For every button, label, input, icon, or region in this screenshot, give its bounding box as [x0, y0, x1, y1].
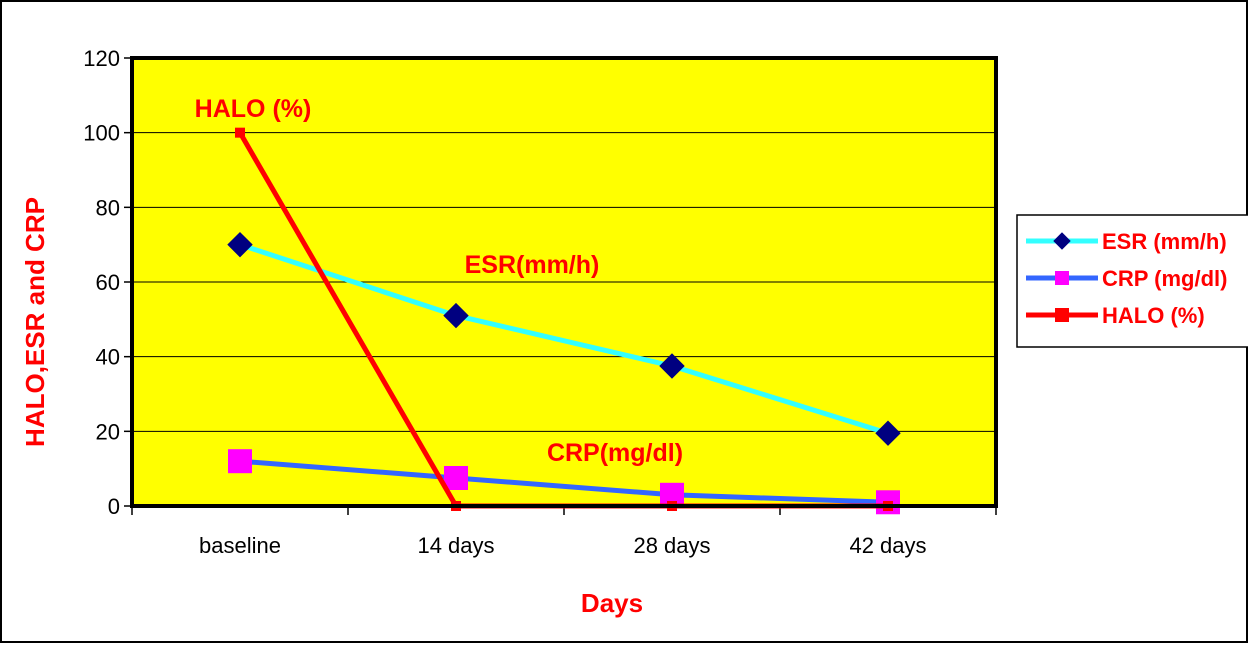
legend-item: CRP (mg/dl) — [1026, 266, 1227, 291]
y-tick-label: 60 — [96, 270, 120, 295]
data-point — [228, 449, 252, 474]
series-line — [239, 458, 889, 505]
legend-marker — [1053, 232, 1071, 250]
legend-item: ESR (mm/h) — [1026, 229, 1227, 254]
legend-label: CRP (mg/dl) — [1102, 266, 1227, 291]
data-point — [227, 231, 253, 258]
y-tick-label: 0 — [108, 494, 120, 519]
legend-label: ESR (mm/h) — [1102, 229, 1227, 254]
x-tick-label: 28 days — [633, 533, 710, 558]
data-point — [235, 127, 245, 138]
y-tick-label: 20 — [96, 419, 120, 444]
x-axis-title: Days — [581, 588, 643, 618]
legend-marker — [1055, 308, 1069, 322]
data-point — [444, 466, 468, 490]
annotation-esr: ESR(mm/h) — [465, 251, 600, 279]
legend-label: HALO (%) — [1102, 303, 1205, 328]
x-tick-label: 14 days — [417, 533, 494, 558]
y-axis-ticks: 0 20 40 60 80 100 120 — [83, 46, 132, 519]
legend: ESR (mm/h) CRP (mg/dl) HALO (%) — [1016, 214, 1248, 348]
annotation-crp: CRP(mg/dl) — [547, 439, 683, 467]
data-point — [443, 302, 469, 329]
y-axis-title: HALO,ESR and CRP — [20, 197, 50, 447]
y-tick-label: 100 — [83, 121, 120, 146]
y-tick-label: 80 — [96, 195, 120, 220]
legend-item: HALO (%) — [1026, 303, 1205, 328]
y-tick-label: 40 — [96, 345, 120, 370]
annotation-halo: HALO (%) — [195, 95, 312, 123]
gridlines — [132, 132, 996, 432]
x-tick-label: baseline — [199, 533, 281, 558]
series-line — [239, 242, 889, 436]
y-tick-label: 120 — [83, 46, 120, 71]
data-point — [659, 353, 685, 379]
data-point — [875, 420, 901, 446]
plot-border — [130, 56, 998, 508]
legend-items: ESR (mm/h) CRP (mg/dl) HALO (%) — [1026, 229, 1227, 328]
x-tick-label: 42 days — [849, 533, 926, 558]
legend-marker — [1055, 271, 1069, 285]
x-axis-ticks: baseline 14 days 28 days 42 days — [131, 506, 997, 558]
series-0 — [227, 231, 901, 446]
